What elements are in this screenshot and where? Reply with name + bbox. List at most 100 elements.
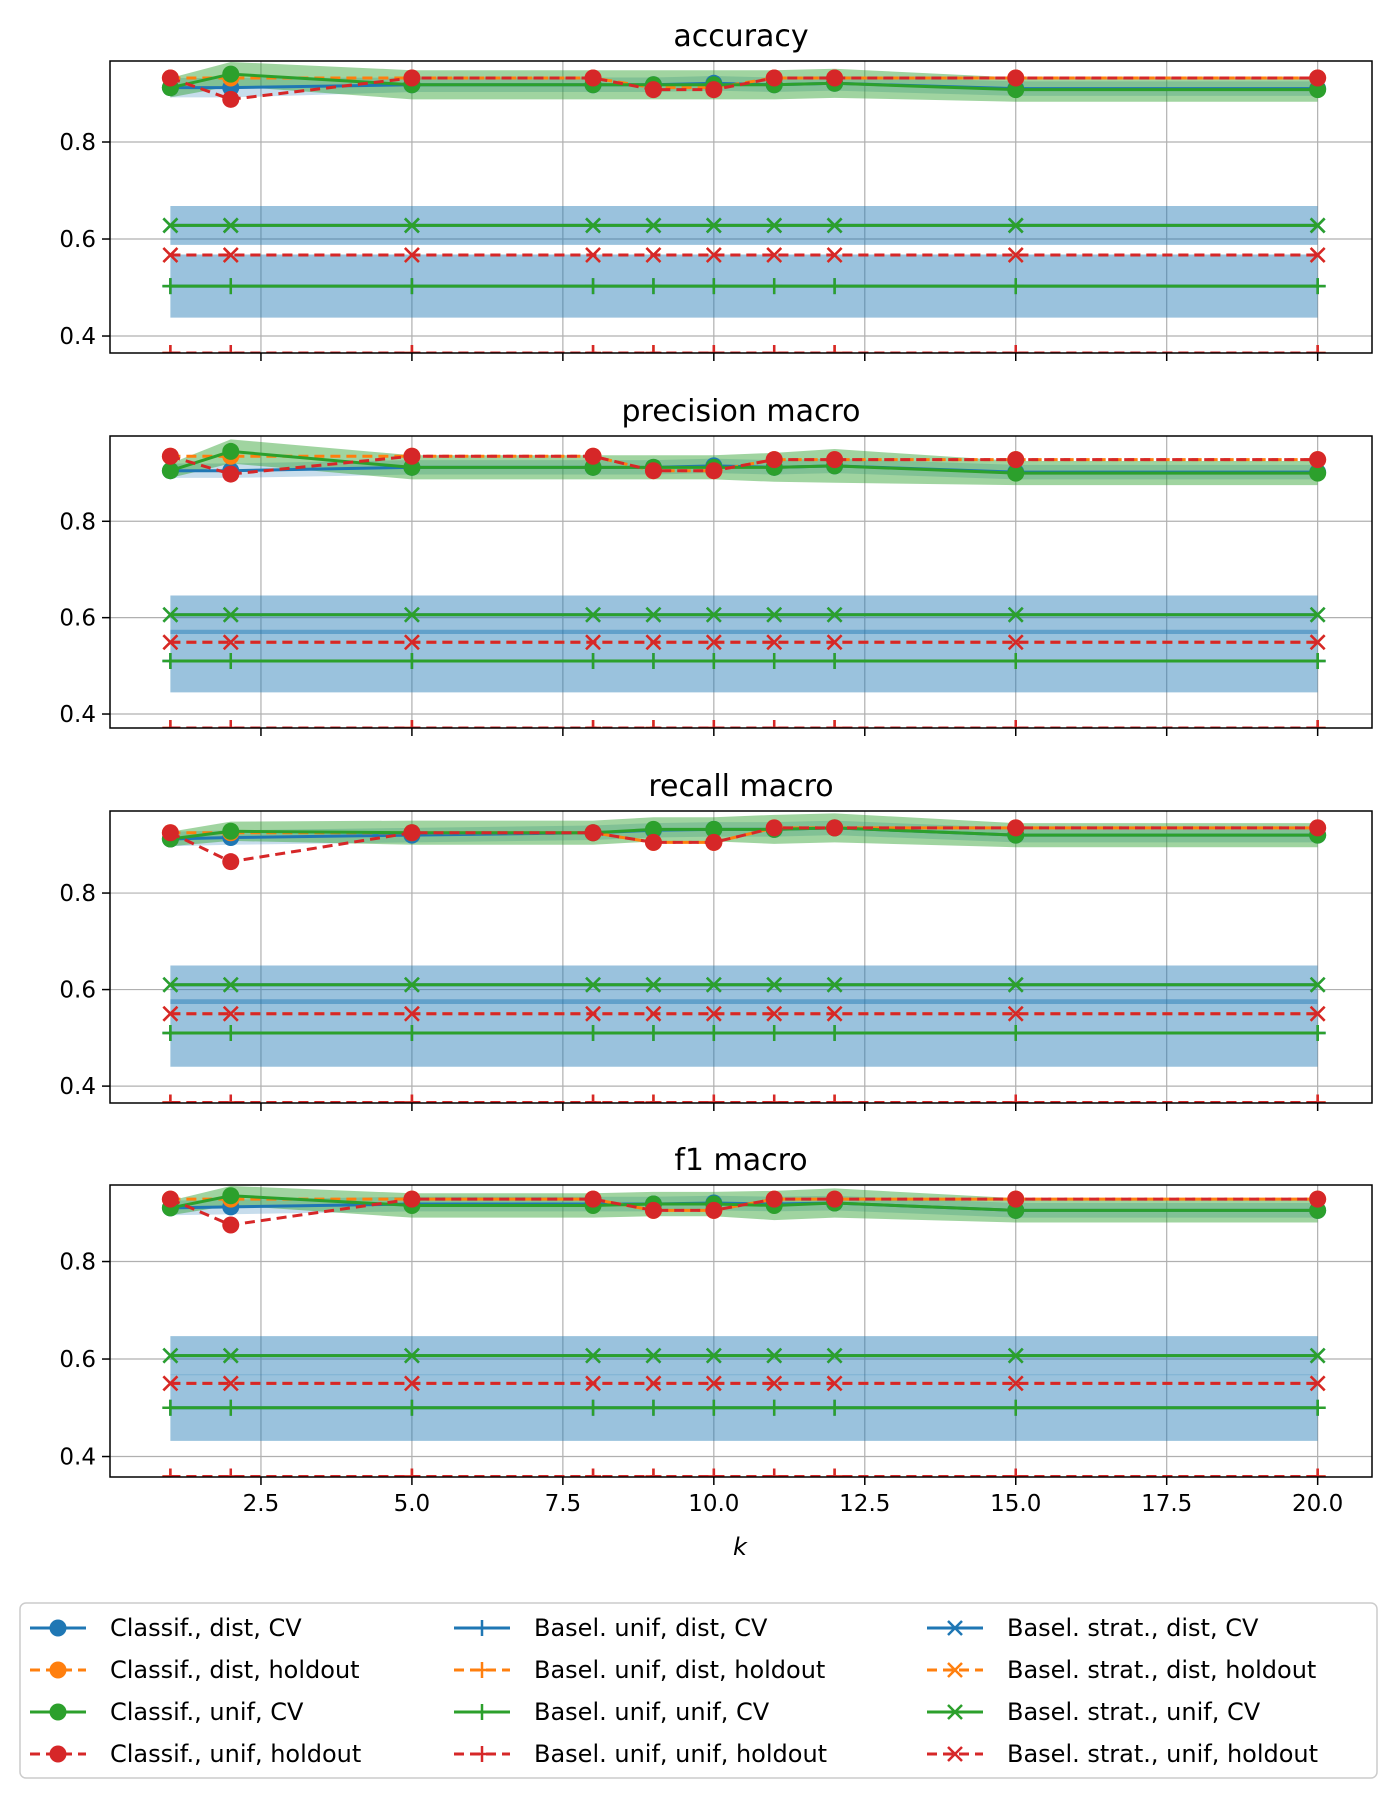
legend-marker bbox=[947, 1662, 963, 1678]
data-point bbox=[826, 976, 843, 993]
y-tick-label: 0.8 bbox=[59, 1250, 96, 1276]
legend: Classif., dist, CV Classif., dist, holdou… bbox=[19, 1602, 1378, 1779]
legend-entry: Basel. strat., dist, holdout bbox=[927, 1656, 1316, 1684]
data-point bbox=[705, 1025, 722, 1042]
legend-label: Basel. unif, dist, holdout bbox=[534, 1656, 825, 1684]
data-point bbox=[766, 345, 783, 353]
data-point bbox=[826, 217, 843, 234]
grid bbox=[110, 61, 1372, 353]
plot-area bbox=[161, 439, 1327, 728]
data-point bbox=[222, 1025, 239, 1042]
data-point bbox=[162, 1005, 179, 1022]
data-point bbox=[1007, 653, 1024, 670]
y-tick-label: 0.4 bbox=[59, 702, 96, 728]
legend-label: Classif., unif, CV bbox=[110, 1698, 304, 1726]
band-0 bbox=[170, 820, 1318, 847]
data-point bbox=[1309, 634, 1326, 651]
data-point bbox=[705, 462, 723, 480]
y-tick-label: 0.8 bbox=[59, 509, 96, 535]
data-point bbox=[161, 69, 179, 87]
x-tick-label: 17.5 bbox=[1141, 1491, 1192, 1517]
data-point bbox=[705, 976, 722, 993]
y-tick-label: 0.8 bbox=[59, 881, 96, 907]
series-line bbox=[170, 72, 1318, 92]
data-point bbox=[404, 217, 420, 234]
data-point bbox=[585, 1399, 602, 1416]
data-point bbox=[644, 462, 662, 480]
legend-label: Classif., unif, holdout bbox=[110, 1740, 361, 1768]
data-point bbox=[585, 345, 602, 353]
axes-frame bbox=[109, 60, 1373, 354]
data-point bbox=[766, 1025, 783, 1042]
data-point bbox=[1309, 451, 1327, 469]
legend-entry: Basel. strat., unif, CV bbox=[927, 1698, 1261, 1726]
legend-entry: Basel. unif, unif, CV bbox=[454, 1698, 770, 1726]
data-point bbox=[584, 69, 602, 87]
data-point bbox=[826, 819, 844, 837]
data-point bbox=[1309, 720, 1326, 728]
data-point bbox=[162, 247, 179, 263]
data-point bbox=[222, 653, 239, 670]
series-6 bbox=[162, 1399, 1326, 1416]
data-point bbox=[645, 247, 662, 263]
panel-title: recall macro bbox=[648, 769, 833, 804]
data-point bbox=[222, 465, 240, 483]
series-line bbox=[169, 454, 1318, 476]
data-point bbox=[585, 1347, 601, 1364]
data-point bbox=[766, 1399, 783, 1416]
data-point bbox=[162, 217, 179, 234]
data-point bbox=[645, 1347, 662, 1364]
data-point bbox=[585, 217, 601, 234]
data-point bbox=[1309, 345, 1326, 353]
data-point bbox=[585, 1005, 601, 1022]
data-point bbox=[585, 1025, 602, 1042]
axes-frame bbox=[109, 810, 1373, 1104]
data-point bbox=[404, 1005, 420, 1022]
data-point bbox=[585, 278, 602, 295]
axes-frame bbox=[109, 1184, 1373, 1478]
data-point bbox=[403, 1025, 420, 1042]
data-point bbox=[705, 1399, 722, 1416]
data-point bbox=[1007, 81, 1025, 99]
data-point bbox=[1007, 606, 1024, 623]
data-point bbox=[645, 1005, 662, 1022]
data-point bbox=[161, 1190, 179, 1208]
data-point bbox=[222, 1347, 239, 1364]
data-point bbox=[1309, 81, 1327, 99]
legend-label: Classif., dist, holdout bbox=[110, 1656, 360, 1684]
data-point bbox=[1309, 1399, 1326, 1416]
data-point bbox=[705, 606, 722, 623]
legend-entry: Classif., dist, CV bbox=[30, 1614, 302, 1642]
band-2 bbox=[170, 61, 1318, 102]
data-point bbox=[826, 653, 843, 670]
data-point bbox=[705, 278, 722, 295]
data-point bbox=[222, 247, 239, 263]
panel-title: f1 macro bbox=[674, 1143, 807, 1178]
data-point bbox=[1309, 819, 1327, 837]
legend-marker bbox=[474, 1620, 490, 1636]
data-point bbox=[403, 69, 421, 87]
series-line bbox=[169, 1197, 1318, 1227]
data-point bbox=[645, 1375, 662, 1392]
data-point bbox=[826, 451, 844, 469]
panel-title: accuracy bbox=[673, 19, 808, 54]
legend-marker bbox=[49, 1661, 67, 1679]
data-point bbox=[403, 345, 420, 353]
data-point bbox=[645, 345, 662, 353]
data-point bbox=[404, 247, 420, 263]
legend-marker bbox=[947, 1620, 963, 1636]
data-point bbox=[826, 247, 843, 263]
data-point bbox=[222, 217, 239, 234]
legend-marker bbox=[49, 1619, 67, 1637]
series-3 bbox=[161, 819, 1327, 871]
data-point bbox=[1007, 451, 1025, 469]
data-point bbox=[162, 1347, 179, 1364]
legend-marker bbox=[49, 1703, 67, 1721]
legend-label: Basel. unif, unif, holdout bbox=[534, 1740, 827, 1768]
data-point bbox=[403, 1399, 420, 1416]
data-point bbox=[1007, 345, 1024, 353]
legend-marker bbox=[49, 1745, 67, 1763]
data-point bbox=[222, 1216, 240, 1234]
legend-label: Basel. unif, unif, CV bbox=[534, 1698, 770, 1726]
